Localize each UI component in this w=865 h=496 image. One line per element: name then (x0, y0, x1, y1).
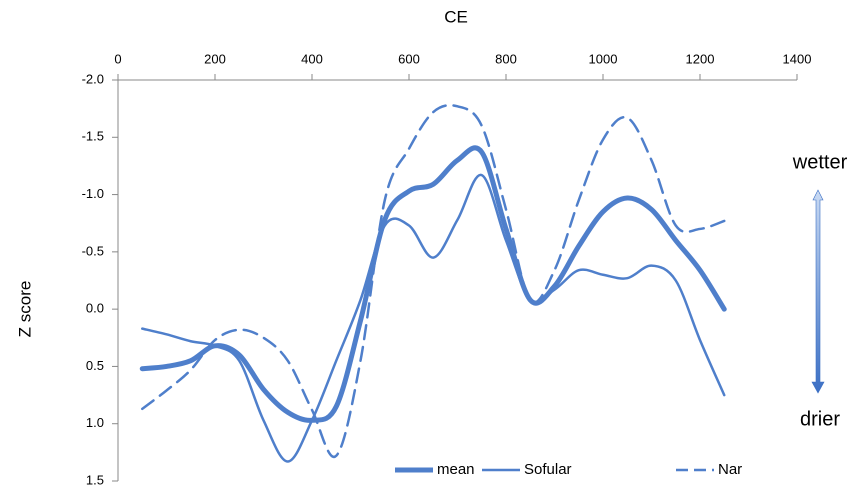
x-tick-label: 1200 (686, 51, 715, 66)
y-tick-label: 1.0 (86, 415, 104, 430)
annotation: drier (800, 408, 840, 430)
y-tick-label: -0.5 (82, 243, 104, 258)
legend-label: Nar (718, 461, 742, 478)
wetter-drier-arrow (811, 189, 825, 394)
annotation: wetter (792, 151, 848, 173)
y-tick-label: 0.0 (86, 301, 104, 316)
y-tick-label: 1.5 (86, 472, 104, 487)
data-line (141, 173, 726, 463)
x-tick-label: 600 (398, 51, 420, 66)
y-tick-label: -2.0 (82, 71, 104, 86)
legend-label: Sofular (524, 461, 572, 478)
x-tick-label: 1000 (589, 51, 618, 66)
y-tick-label: 0.5 (86, 358, 104, 373)
data-line (139, 145, 727, 423)
legend-label: mean (437, 461, 475, 478)
x-tick-label: 1400 (783, 51, 812, 66)
x-tick-label: 0 (114, 51, 121, 66)
x-axis-title: CE (444, 7, 468, 26)
x-tick-label: 200 (204, 51, 226, 66)
data-line (141, 104, 726, 459)
y-axis-title: Z score (15, 281, 34, 338)
y-tick-label: -1.0 (82, 186, 104, 201)
x-tick-label: 800 (495, 51, 517, 66)
y-tick-label: -1.5 (82, 129, 104, 144)
x-tick-label: 400 (301, 51, 323, 66)
